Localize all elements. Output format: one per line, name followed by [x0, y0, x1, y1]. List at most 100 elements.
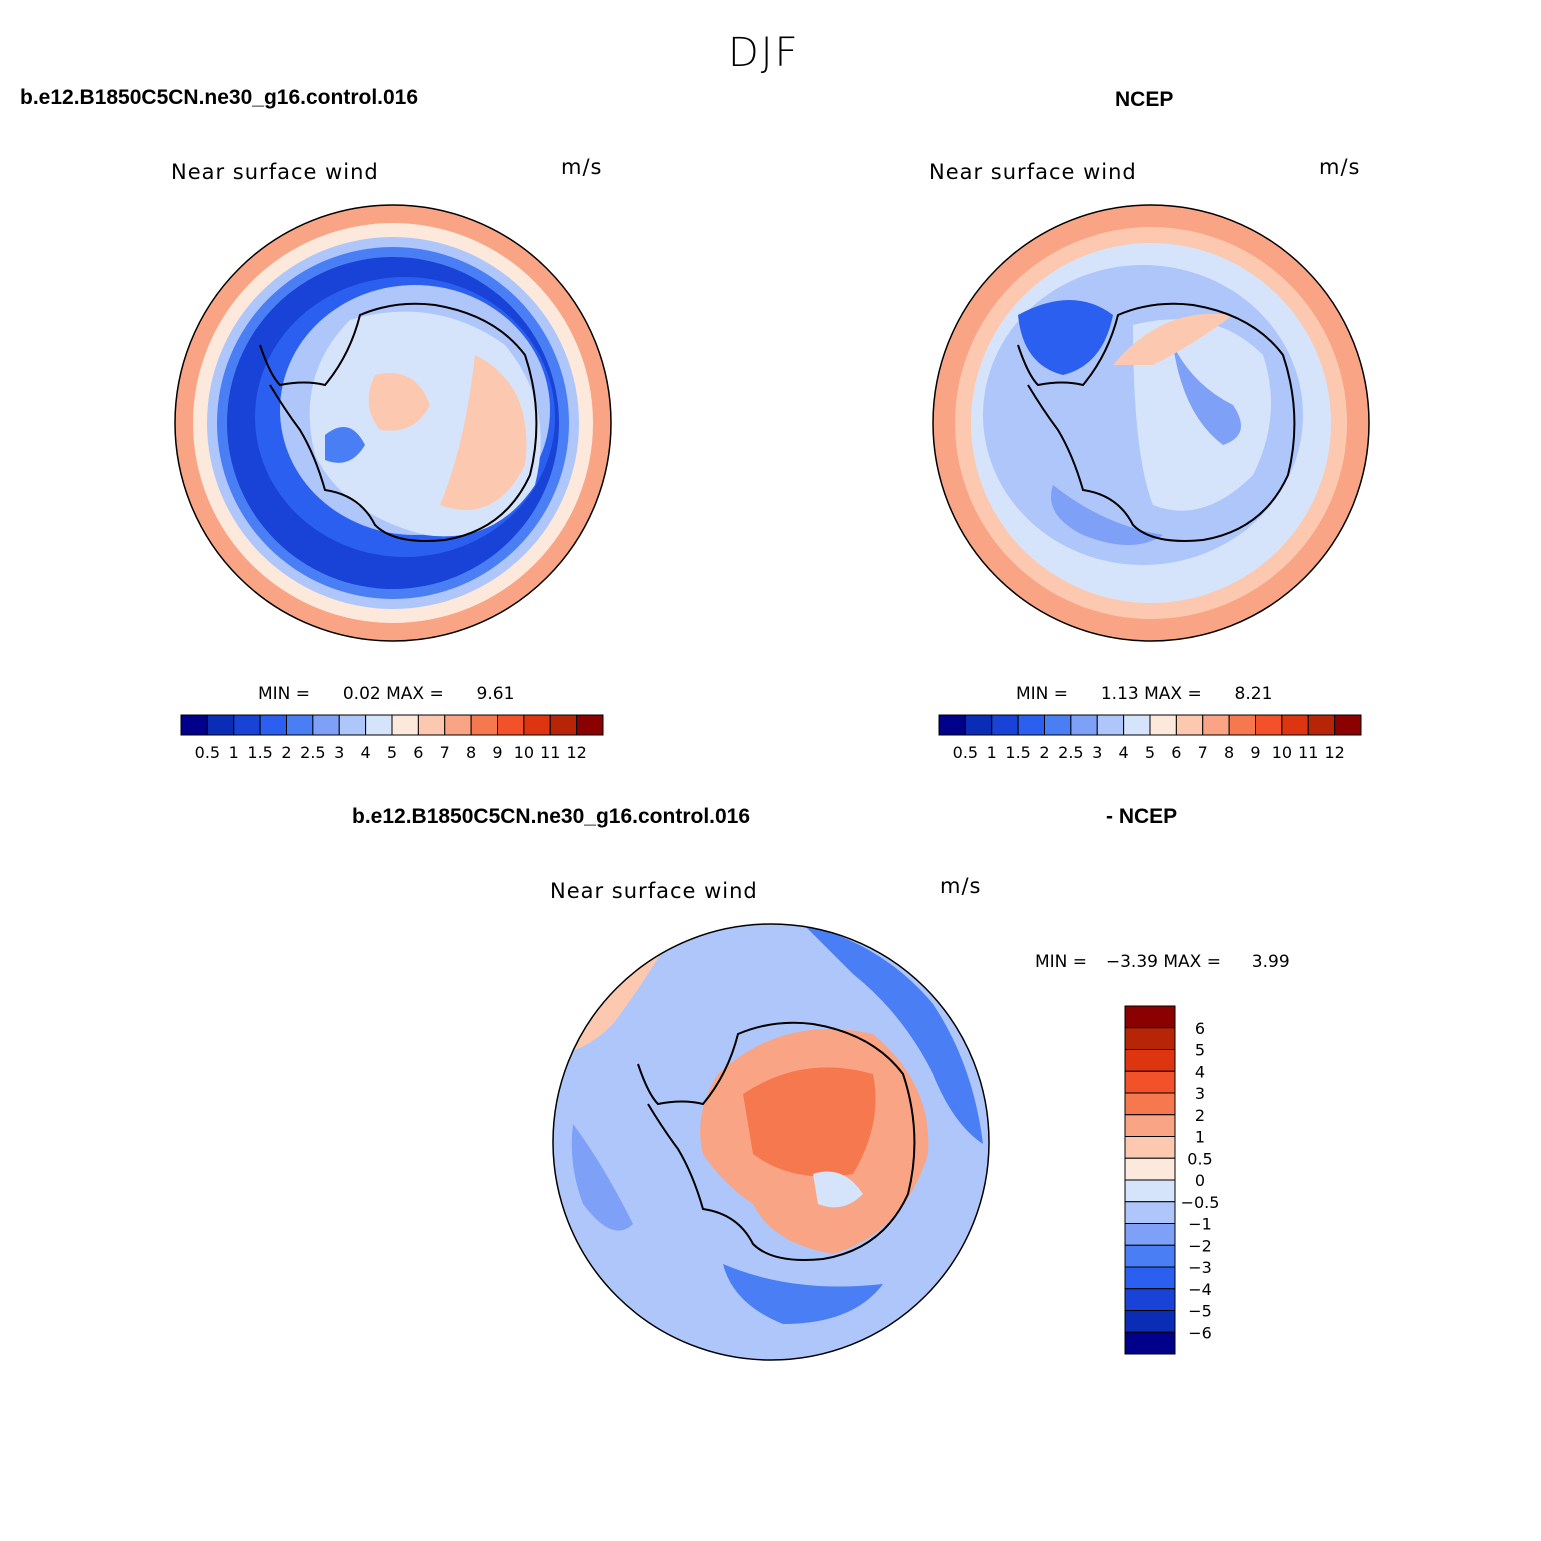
- panel-3-case-label-suffix: - NCEP: [1106, 805, 1178, 828]
- panel-1-coastline: [259, 302, 538, 542]
- panel-2-colorbar-swatch: [1228, 714, 1256, 736]
- panel-3-colorbar-swatch: [1124, 1179, 1176, 1203]
- panel-1-colorbar-swatch: [233, 714, 261, 736]
- panel-1-colorbar-tick-label: 7: [440, 743, 450, 762]
- panel-3-subtitle: Near surface wind: [550, 879, 758, 903]
- panel-3-colorbar-tick-label: 3: [1195, 1084, 1205, 1103]
- panel-1-colorbar-tick-label: 6: [413, 743, 423, 762]
- panel-2-colorbar-tick-label: 8: [1224, 743, 1234, 762]
- panel-3-colorbar-swatch: [1124, 1223, 1176, 1246]
- panel-2-colorbar-tick-label: 4: [1119, 743, 1129, 762]
- panel-2-colorbar: 0.5 1 1.5 2 2.5 3 4 5 6 7 8 9 10 11 12: [938, 714, 1362, 762]
- panel-3-min-value: −3.39: [1105, 952, 1158, 972]
- panel-3-minmax: MIN = −3.39 MAX = 3.99: [1035, 952, 1290, 972]
- panel-1-colorbar-swatch: [286, 714, 314, 736]
- panel-2-subtitle: Near surface wind: [929, 160, 1137, 184]
- panel-1-colorbar-tick-label: 11: [540, 743, 560, 762]
- panel-2-colorbar-swatch: [1255, 714, 1283, 736]
- panel-1-colorbar-tick-label: 1: [229, 743, 239, 762]
- panel-2-max-value: 8.21: [1234, 684, 1273, 704]
- panel-1-colorbar-swatch: [523, 714, 551, 736]
- panel-1-colorbar-swatch: [417, 714, 446, 736]
- panel-3-colorbar-swatch: [1124, 1288, 1176, 1311]
- panel-2-colorbar-swatch: [1281, 714, 1309, 736]
- panel-1-map-border: [174, 204, 612, 642]
- panel-3-units: m/s: [940, 874, 982, 898]
- panel-2-colorbar-swatch: [938, 714, 966, 736]
- panel-2-colorbar-swatch: [1070, 714, 1098, 736]
- panel-1-polar-map: [174, 204, 612, 642]
- panel-2-colorbar-swatch: [1149, 714, 1177, 736]
- panel-2-case-label: NCEP: [1115, 88, 1174, 111]
- panel-3-colorbar-swatch: [1124, 1266, 1176, 1290]
- panel-3-colorbar-tick-label: 0.5: [1187, 1149, 1212, 1168]
- panel-3-max-label: MAX =: [1163, 952, 1221, 972]
- panel-1-units: m/s: [561, 155, 603, 179]
- panel-2-coastline: [1017, 302, 1296, 542]
- panel-1-colorbar-tick-label: 10: [514, 743, 534, 762]
- panel-2-colorbar-tick-label: 9: [1250, 743, 1260, 762]
- panel-2-max-label: MAX =: [1144, 684, 1202, 704]
- panel-3-wind-field: [553, 924, 989, 1360]
- panel-1-colorbar: 0.5 1 1.5 2 2.5 3 4 5 6 7 8 9 10 11 12: [180, 714, 604, 762]
- panel-1-case-label: b.e12.B1850C5CN.ne30_g16.control.016: [20, 86, 419, 109]
- panel-2-map-border: [932, 204, 1370, 642]
- panel-1-minmax: MIN = 0.02 MAX = 9.61: [258, 684, 514, 704]
- panel-2-colorbar-swatch: [964, 714, 993, 736]
- panel-3-colorbar-tick-label: −2: [1188, 1236, 1212, 1255]
- panel-3-colorbar-swatch: [1124, 1331, 1176, 1355]
- panel-1-colorbar-tick-label: 2.5: [300, 743, 325, 762]
- panel-2-colorbar-swatch: [1017, 714, 1045, 736]
- panel-1-colorbar-tick-label: 9: [492, 743, 502, 762]
- panel-3-case-label: b.e12.B1850C5CN.ne30_g16.control.016: [352, 805, 751, 828]
- panel-1-colorbar-swatch: [549, 714, 578, 736]
- panel-3-colorbar-tick-label: 2: [1195, 1106, 1205, 1125]
- panel-2-colorbar-swatch: [1123, 714, 1151, 736]
- panel-3-colorbar-swatch: [1124, 1244, 1176, 1268]
- panel-1-max-value: 9.61: [476, 684, 515, 704]
- panel-1-colorbar-tick-label: 0.5: [195, 743, 220, 762]
- panel-3-colorbar: 6 5 4 3 2 1 0.5 0 −0.5 −1 −2 −3 −4 −5 −6: [1124, 1005, 1220, 1355]
- panel-2-colorbar-tick-label: 7: [1198, 743, 1208, 762]
- panel-1-min-value: 0.02: [342, 684, 381, 704]
- panel-1-min-label: MIN =: [258, 684, 311, 704]
- panel-3-colorbar-tick-label: −0.5: [1181, 1193, 1220, 1212]
- panel-2-polar-map: [932, 204, 1370, 642]
- panel-3-colorbar-swatch: [1124, 1027, 1176, 1050]
- panel-2-wind-field: [933, 205, 1369, 641]
- panel-1-max-label: MAX =: [386, 684, 444, 704]
- panel-3-colorbar-tick-label: 5: [1195, 1041, 1205, 1060]
- panel-1-colorbar-swatch: [444, 714, 472, 736]
- panel-1-colorbar-tick-label: 3: [334, 743, 344, 762]
- panel-2-colorbar-swatch: [1175, 714, 1204, 736]
- panel-3-colorbar-swatch: [1124, 1310, 1176, 1333]
- panel-1-wind-field: [175, 205, 611, 641]
- panel-3-colorbar-tick-label: 1: [1195, 1128, 1205, 1147]
- panel-3-min-label: MIN =: [1035, 952, 1088, 972]
- panel-1-colorbar-swatch: [391, 714, 419, 736]
- panel-3-max-value: 3.99: [1251, 952, 1290, 972]
- panel-2-colorbar-tick-label: 10: [1272, 743, 1292, 762]
- panel-3-colorbar-swatch: [1124, 1049, 1176, 1072]
- figure-title: DJF: [728, 30, 800, 76]
- panel-3-colorbar-tick-label: −5: [1188, 1302, 1212, 1321]
- panel-1-colorbar-tick-label: 5: [387, 743, 397, 762]
- panel-2-colorbar-tick-label: 2: [1039, 743, 1049, 762]
- panel-2-colorbar-swatch: [1334, 714, 1362, 736]
- panel-2-colorbar-tick-label: 12: [1324, 743, 1344, 762]
- panel-1-colorbar-swatch: [259, 714, 287, 736]
- panel-3-colorbar-tick-label: −1: [1188, 1215, 1212, 1234]
- panel-3-colorbar-swatch: [1124, 1136, 1176, 1159]
- panel-3-colorbar-tick-label: 6: [1195, 1019, 1205, 1038]
- panel-1-colorbar-swatch: [365, 714, 393, 736]
- panel-1-colorbar-tick-label: 8: [466, 743, 476, 762]
- panel-2-colorbar-swatch: [1096, 714, 1125, 736]
- panel-2-colorbar-swatch: [991, 714, 1019, 736]
- panel-1-colorbar-swatch: [338, 714, 367, 736]
- panel-2-colorbar-tick-label: 11: [1298, 743, 1318, 762]
- panel-2-min-value: 1.13: [1100, 684, 1139, 704]
- panel-1-colorbar-swatch: [470, 714, 498, 736]
- panel-2-colorbar-tick-label: 5: [1145, 743, 1155, 762]
- panel-2-colorbar-tick-label: 6: [1171, 743, 1181, 762]
- panel-3-colorbar-swatch: [1124, 1157, 1176, 1181]
